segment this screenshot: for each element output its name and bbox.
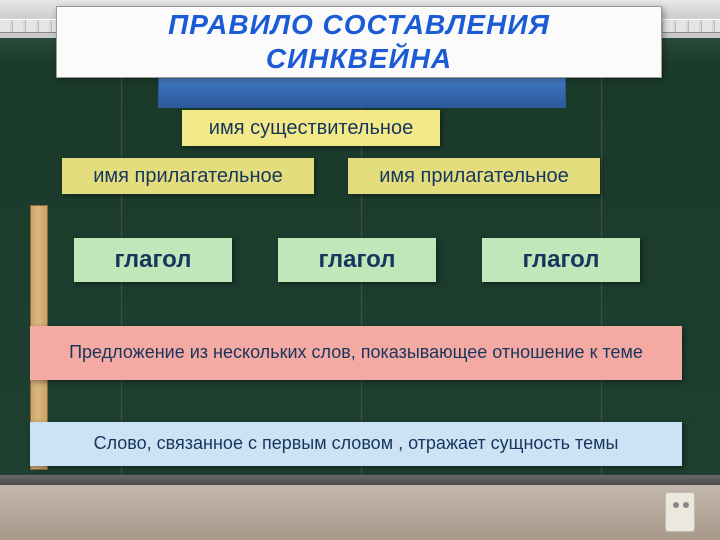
title-box: ПРАВИЛО СОСТАВЛЕНИЯ СИНКВЕЙНА xyxy=(56,6,662,78)
slide-stage: ПРАВИЛО СОСТАВЛЕНИЯ СИНКВЕЙНА имя сущест… xyxy=(0,0,720,540)
row-verb-2: глагол xyxy=(278,238,436,282)
wall-outlet-icon xyxy=(665,492,695,532)
row-verb-3: глагол xyxy=(482,238,640,282)
row-adjective-2: имя прилагательное xyxy=(348,158,600,194)
title-line-2: СИНКВЕЙНА xyxy=(266,42,452,76)
row-summary: Слово, связанное с первым словом , отраж… xyxy=(30,422,682,466)
title-line-1: ПРАВИЛО СОСТАВЛЕНИЯ xyxy=(168,8,550,42)
row-sentence: Предложение из нескольких слов, показыва… xyxy=(30,326,682,380)
row-adjective-1: имя прилагательное xyxy=(62,158,314,194)
chalk-tray xyxy=(0,475,720,485)
row-noun: имя существительное xyxy=(182,110,440,146)
row-verb-1: глагол xyxy=(74,238,232,282)
